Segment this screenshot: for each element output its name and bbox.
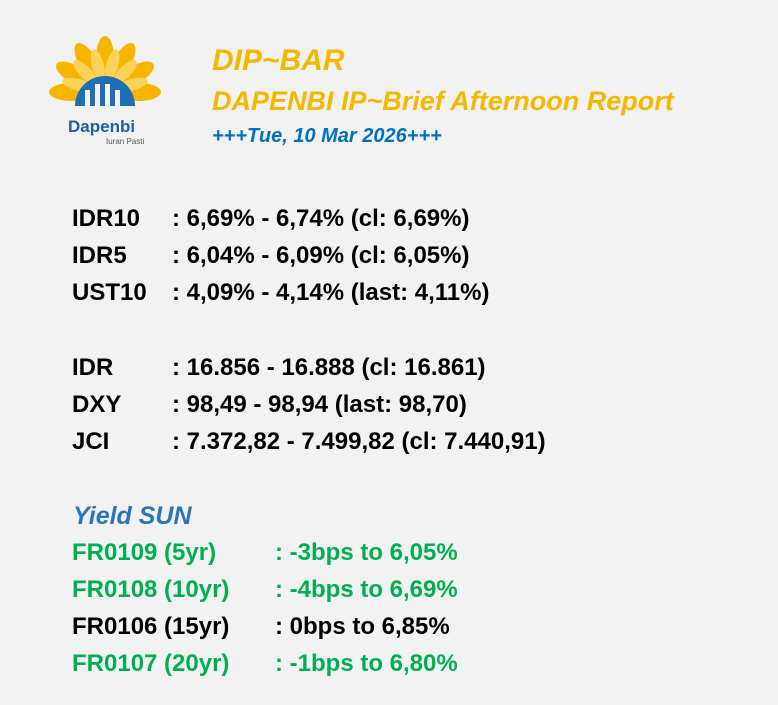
- row-label: JCI: [72, 428, 110, 455]
- row-label: IDR10: [72, 205, 141, 232]
- logo: Dapenbi Iuran Pasti: [49, 36, 161, 146]
- row-value: : 0bps to 6,85%: [275, 613, 450, 640]
- row-value: : 6,69% - 6,74% (cl: 6,69%): [172, 205, 470, 232]
- row-label: FR0109 (5yr): [72, 539, 217, 566]
- row-value: : -3bps to 6,05%: [275, 539, 458, 566]
- logo-name: Dapenbi: [68, 117, 135, 136]
- row-value: : 98,49 - 98,94 (last: 98,70): [172, 391, 467, 418]
- logo-tagline: Iuran Pasti: [106, 137, 144, 146]
- row-value: : 16.856 - 16.888 (cl: 16.861): [172, 354, 486, 381]
- row-value: : -1bps to 6,80%: [275, 650, 458, 677]
- row-label: UST10: [72, 279, 147, 306]
- row-label: DXY: [72, 391, 122, 418]
- row-label: FR0107 (20yr): [72, 650, 230, 677]
- row-label: FR0108 (10yr): [72, 576, 230, 603]
- date: +++Tue, 10 Mar 2026+++: [212, 125, 442, 147]
- title: DIP~BAR: [212, 44, 345, 77]
- row-value: : 7.372,82 - 7.499,82 (cl: 7.440,91): [172, 428, 546, 455]
- subtitle: DAPENBI IP~Brief Afternoon Report: [212, 86, 674, 116]
- row-value: : 4,09% - 4,14% (last: 4,11%): [172, 279, 490, 306]
- row-label: IDR5: [72, 242, 127, 269]
- row-value: : -4bps to 6,69%: [275, 576, 458, 603]
- row-label: IDR: [72, 354, 114, 381]
- row-value: : 6,04% - 6,09% (cl: 6,05%): [172, 242, 470, 269]
- row-label: FR0106 (15yr): [72, 613, 230, 640]
- section-title: Yield SUN: [73, 502, 192, 530]
